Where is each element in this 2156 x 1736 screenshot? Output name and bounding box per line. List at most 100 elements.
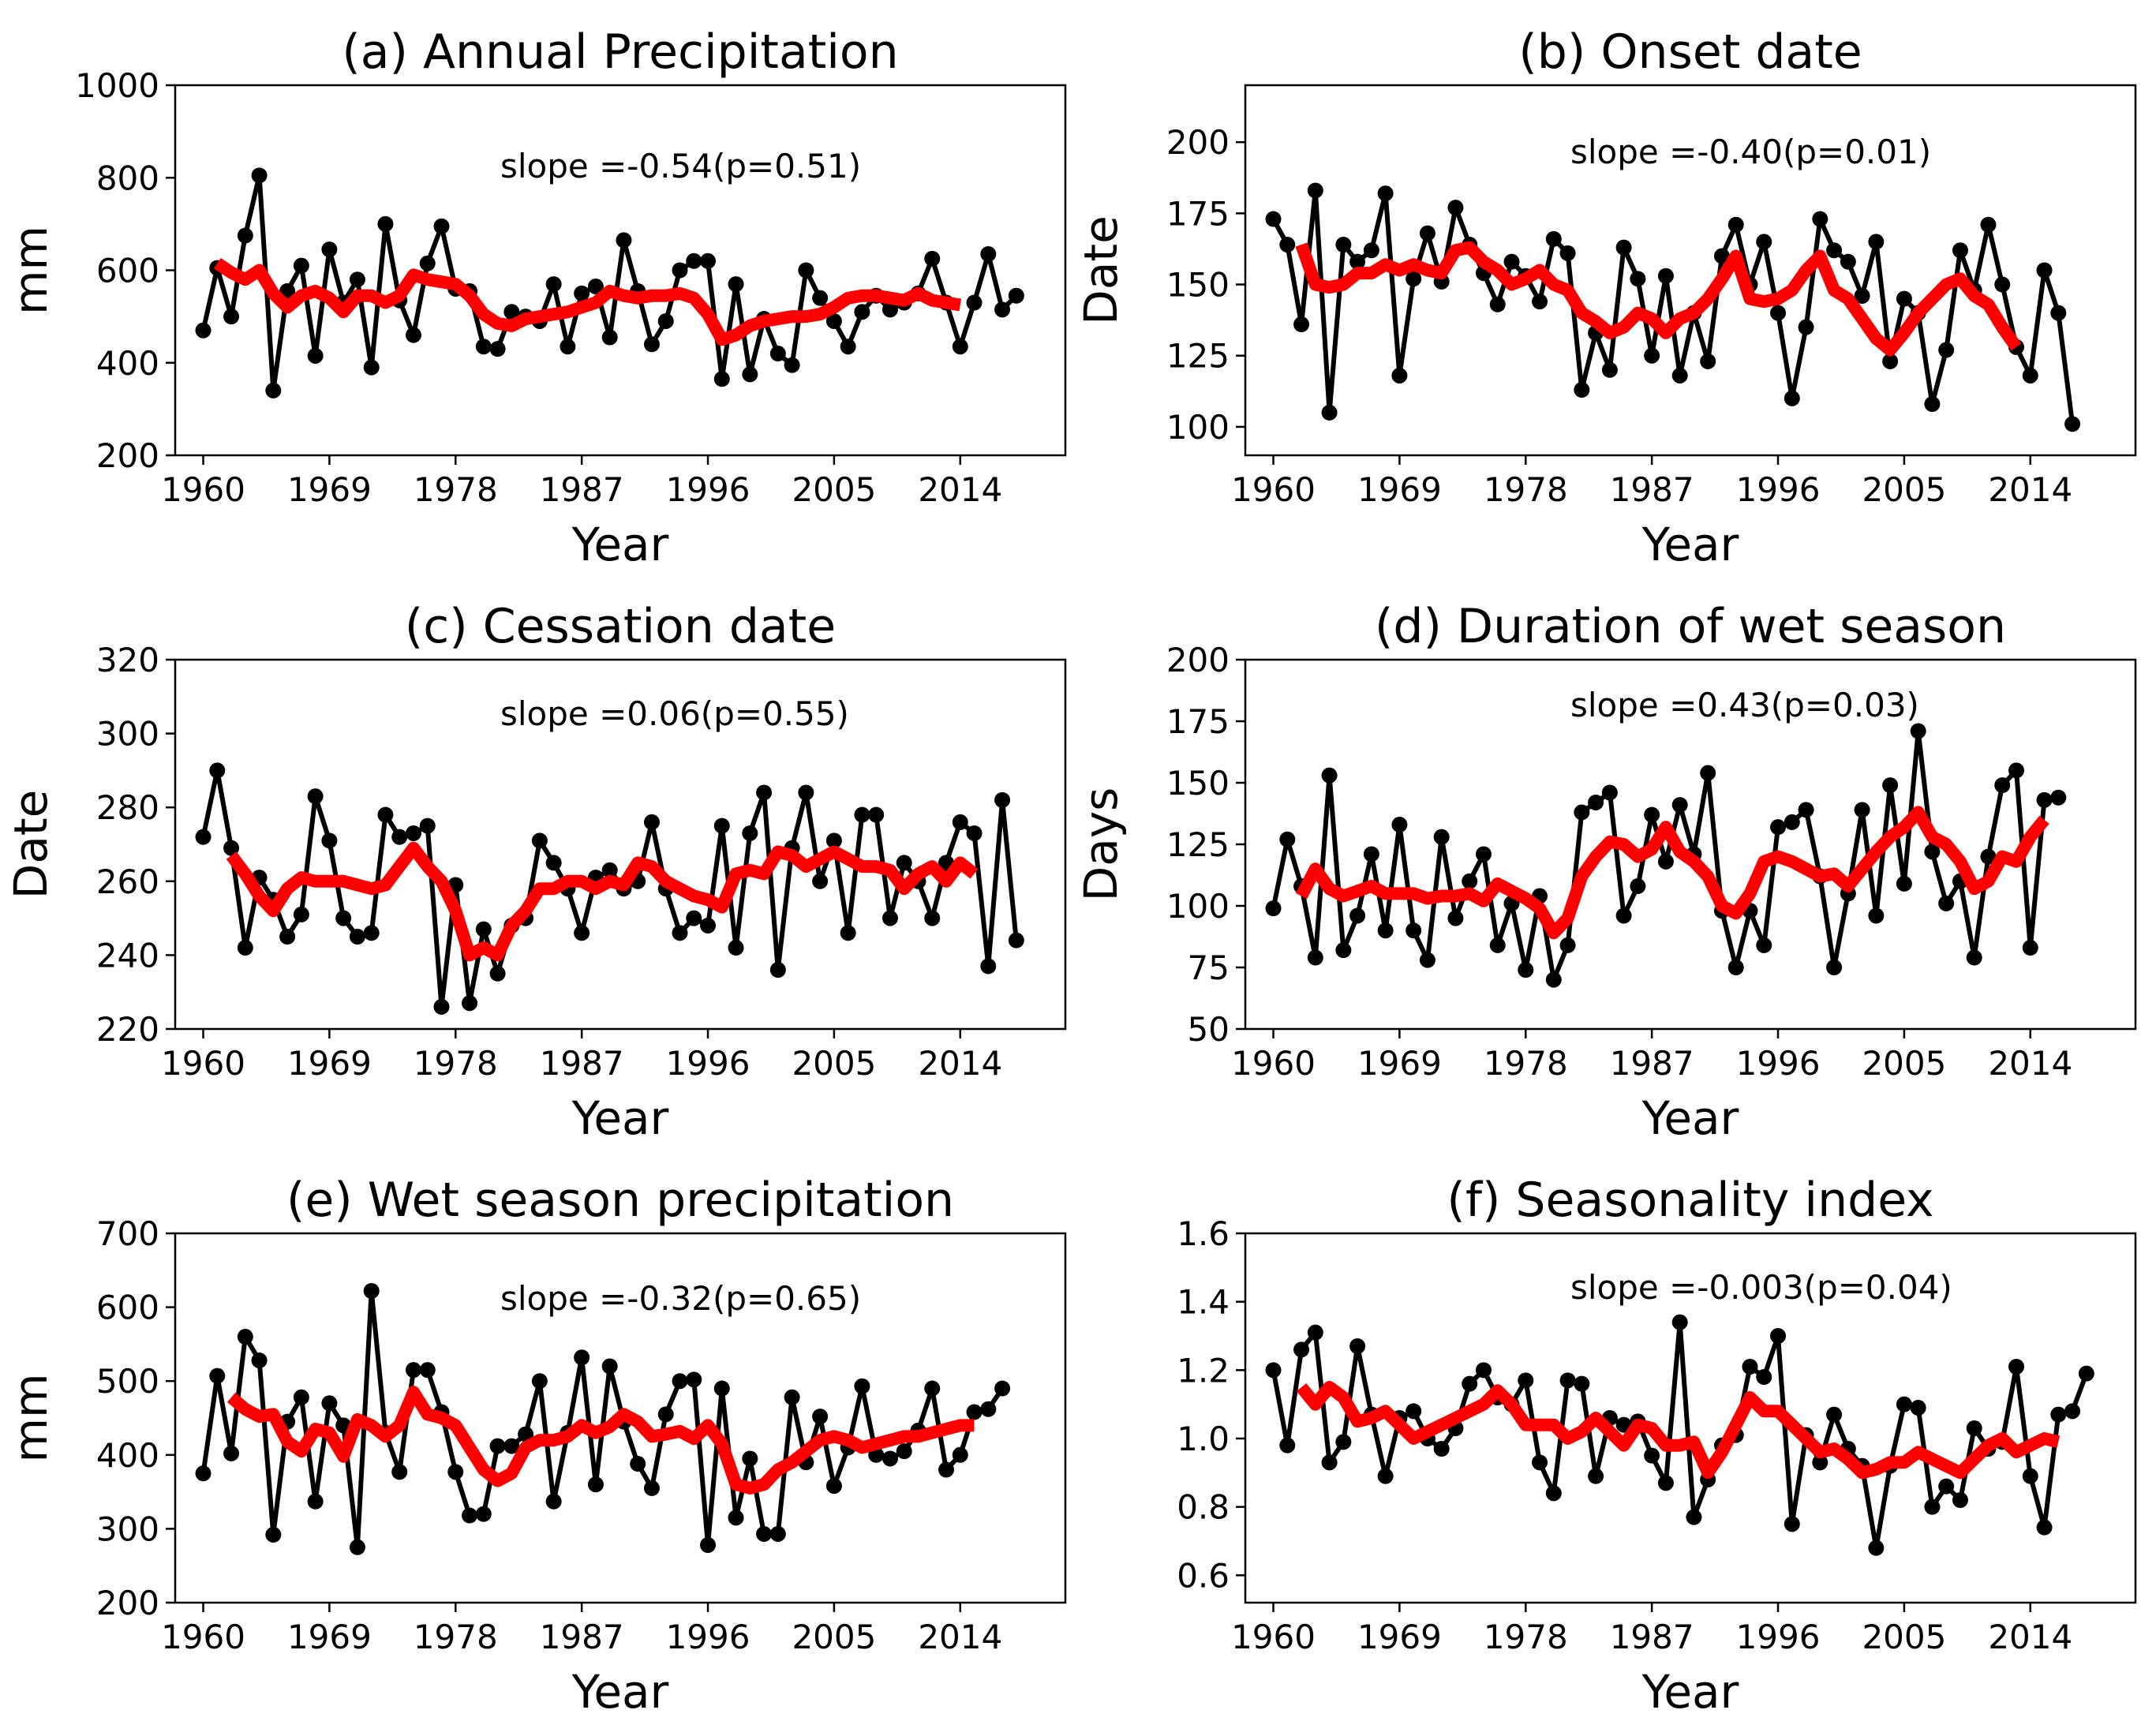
observed-data-point (1896, 290, 1912, 307)
observed-data-point (896, 1443, 912, 1460)
observed-data-point (489, 341, 506, 357)
y-tick-label: 1.4 (1177, 1283, 1230, 1322)
observed-data-point (265, 1526, 282, 1543)
axes-frame (174, 1232, 1067, 1604)
observed-data-point (1826, 960, 1843, 975)
observed-data-point (251, 167, 268, 184)
x-tick-label: 1996 (1736, 1618, 1821, 1656)
observed-data-point (1826, 242, 1843, 259)
observed-data-point (223, 309, 240, 325)
observed-data-point (1938, 895, 1955, 911)
observed-data-point (1307, 1324, 1323, 1341)
axes-frame (174, 84, 1067, 457)
observed-data-point (980, 245, 997, 262)
x-tick-label: 1987 (1610, 1044, 1694, 1083)
observed-data-point (377, 806, 394, 823)
observed-data-point (1615, 239, 1632, 256)
y-tick-label: 400 (96, 1436, 159, 1475)
observed-data-point (363, 359, 380, 376)
observed-data-point (1798, 802, 1814, 818)
observed-data-point (307, 788, 324, 805)
observed-data-point (574, 1349, 590, 1366)
observed-data-point (489, 1438, 506, 1454)
observed-data-point (531, 832, 548, 849)
observed-data-point (1406, 271, 1422, 287)
observed-data-point (574, 925, 590, 941)
y-tick-label: 1.6 (1177, 1214, 1230, 1253)
observed-data-point (1924, 844, 1941, 860)
observed-data-point (1727, 216, 1744, 233)
observed-data-point (462, 995, 478, 1012)
observed-data-point (840, 339, 856, 355)
observed-data-point (1008, 287, 1024, 304)
observed-data-point (924, 910, 941, 926)
observed-data-point (825, 312, 842, 329)
observed-data-point (1952, 1492, 1968, 1508)
observed-data-point (195, 322, 211, 339)
panel-f: (f) Seasonality index 1960 1969 1978 1987 199… (1177, 1173, 2137, 1719)
observed-data-point (1279, 1437, 1296, 1454)
observed-data-point (405, 327, 421, 343)
observed-data-point (1447, 200, 1464, 216)
observed-data-point (1727, 960, 1744, 975)
observed-data-point (587, 1476, 604, 1493)
x-axis-label: Year (1641, 1091, 1739, 1145)
panel-a-title: (a) Annual Precipitation (342, 24, 898, 80)
observed-data-point (825, 1478, 842, 1495)
observed-data-point (868, 806, 885, 823)
x-tick-label: 1969 (1357, 1618, 1442, 1656)
x-tick-label: 2005 (792, 1044, 876, 1083)
observed-data-point (643, 336, 660, 353)
moving-average-line (226, 1386, 975, 1495)
observed-data-point (1657, 268, 1674, 284)
observed-data-point (980, 958, 997, 975)
observed-data-point (1377, 1468, 1394, 1484)
moving-average-line (1296, 1381, 2061, 1480)
observed-data-point (321, 241, 338, 258)
observed-data-point (1391, 367, 1408, 383)
x-tick-label: 2014 (918, 1618, 1002, 1656)
moving-average-line (226, 841, 979, 962)
observed-data-point (1798, 319, 1814, 335)
observed-data-point (601, 329, 618, 346)
observed-data-point (994, 301, 1011, 318)
y-tick-label: 300 (96, 1510, 159, 1548)
observed-data-point (2064, 1403, 2081, 1420)
observed-data-point (1545, 1485, 1562, 1502)
plot-area-b (1265, 182, 2081, 432)
observed-data-point (1518, 1372, 1534, 1389)
observed-data-point (924, 250, 941, 267)
x-tick-label: 1987 (540, 470, 624, 509)
y-axis-label: Date (4, 790, 58, 900)
observed-data-point (195, 1465, 211, 1482)
observed-data-point (265, 382, 282, 398)
plot-area-e (195, 1283, 1011, 1555)
y-tick-label: 1.2 (1177, 1351, 1230, 1390)
observed-data-point (1784, 1516, 1800, 1532)
observed-data-point (686, 1371, 702, 1388)
observed-data-point (1812, 1454, 1828, 1471)
observed-data-point (1966, 1420, 1982, 1436)
y-tick-label: 125 (1166, 337, 1230, 376)
x-tick-label: 1978 (414, 470, 498, 509)
x-tick-label: 1960 (1231, 1044, 1316, 1083)
observed-data-point (1644, 1447, 1660, 1464)
observed-data-point (1307, 182, 1323, 199)
y-tick-label: 175 (1166, 702, 1230, 741)
observed-data-point (2078, 1365, 2094, 1382)
observed-data-point (825, 832, 842, 849)
x-tick-label: 2014 (1988, 1044, 2072, 1083)
observed-data-point (784, 357, 800, 373)
x-axis-label: Year (571, 1665, 669, 1719)
x-tick-label: 1978 (1484, 1044, 1568, 1083)
observed-data-point (321, 1395, 338, 1412)
observed-data-point (643, 814, 660, 830)
observed-data-point (349, 929, 365, 945)
observed-data-point (769, 962, 786, 978)
y-tick-label: 150 (1166, 764, 1230, 803)
observed-data-point (1924, 396, 1941, 413)
observed-data-point (756, 784, 773, 801)
observed-data-point (1630, 271, 1646, 287)
observed-data-point (1545, 230, 1562, 247)
